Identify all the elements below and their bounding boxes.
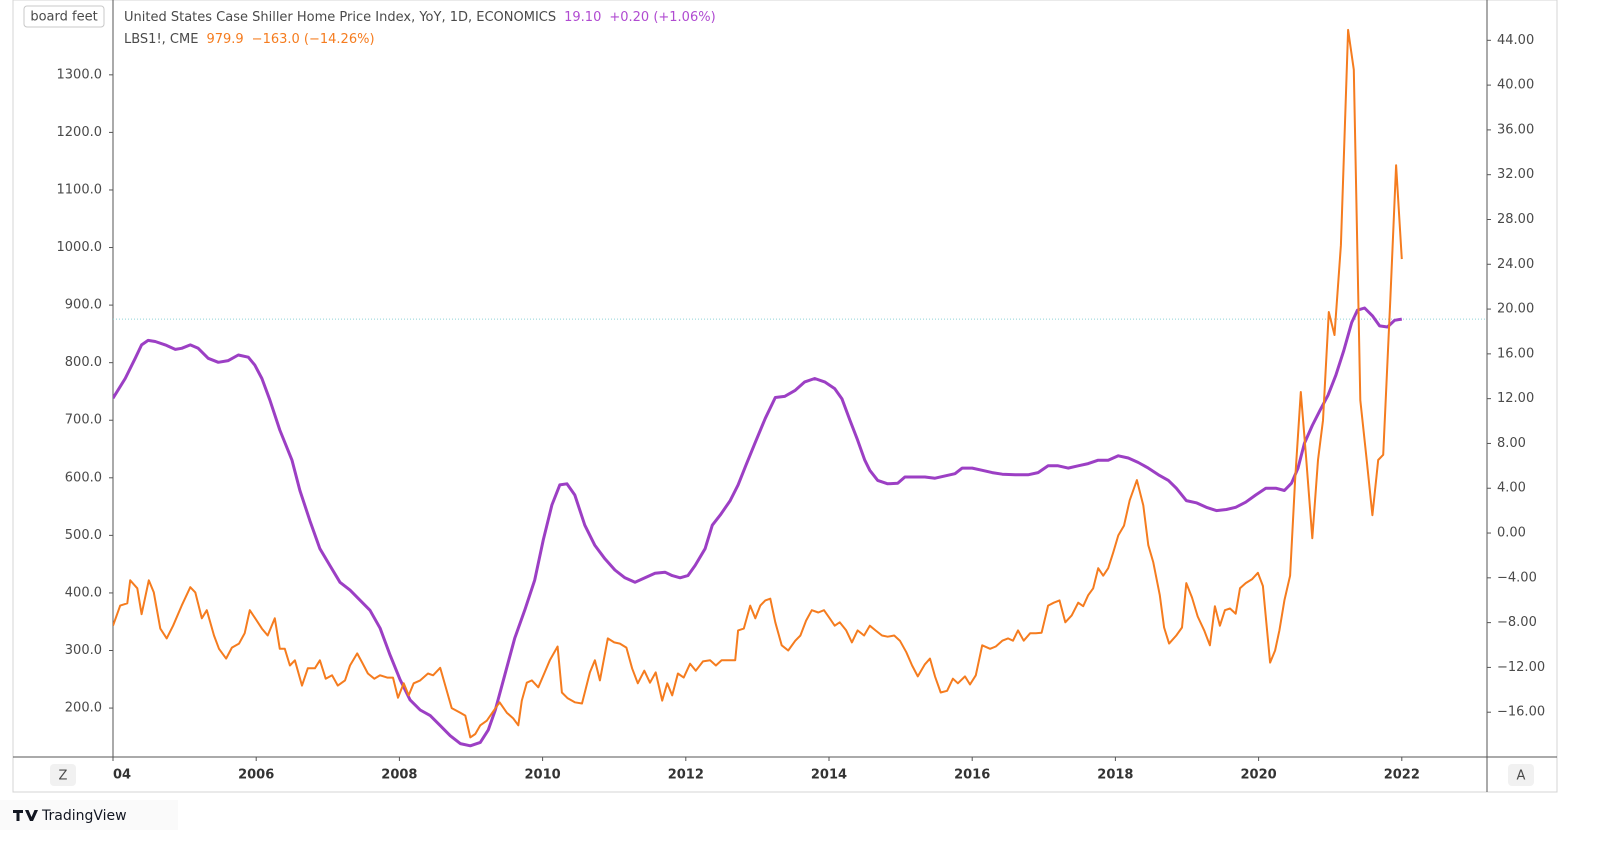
y-tick-label: 1000.0 xyxy=(57,240,103,255)
chart-frame xyxy=(12,0,1558,793)
x-tick-label: 2006 xyxy=(238,768,274,783)
y-tick-label: 1100.0 xyxy=(57,182,103,197)
series-line xyxy=(113,306,1403,748)
y-axis-label: board feet xyxy=(30,10,97,25)
brand-logo xyxy=(13,810,38,821)
x-tick-label: 2018 xyxy=(1097,768,1133,783)
y2-tick-label: 20.00 xyxy=(1497,302,1534,317)
brand-name: TradingView xyxy=(41,808,127,824)
x-tick-label: 2022 xyxy=(1384,768,1420,783)
y2-tick-label: 40.00 xyxy=(1497,78,1534,93)
legend-entry: United States Case Shiller Home Price In… xyxy=(124,10,716,25)
legend-last: 979.9 xyxy=(206,32,243,47)
legend-name: United States Case Shiller Home Price In… xyxy=(124,10,556,25)
y2-tick-label: −4.00 xyxy=(1497,570,1537,585)
y-tick-label: 300.0 xyxy=(65,643,102,658)
y2-tick-label: 24.00 xyxy=(1497,257,1534,272)
x-tick-label: 2010 xyxy=(525,768,561,783)
series-line xyxy=(113,28,1403,739)
zoom-button[interactable]: Z xyxy=(59,769,68,784)
y2-tick-label: 12.00 xyxy=(1497,391,1534,406)
y-tick-label: 800.0 xyxy=(65,355,102,370)
legend-last: 19.10 xyxy=(564,10,601,25)
y2-tick-label: 44.00 xyxy=(1497,33,1534,48)
unit-box xyxy=(23,5,105,28)
x-tick-label: 2014 xyxy=(811,768,847,783)
y2-tick-label: 8.00 xyxy=(1497,436,1526,451)
x-tick-label: 2008 xyxy=(381,768,417,783)
y2-tick-label: 16.00 xyxy=(1497,346,1534,361)
y-tick-label: 900.0 xyxy=(65,298,102,313)
x-tick-label: 2020 xyxy=(1241,768,1277,783)
y-tick-label: 400.0 xyxy=(65,585,102,600)
button-bg[interactable] xyxy=(1508,764,1534,786)
x-tick-label: 2016 xyxy=(954,768,990,783)
y2-tick-label: 32.00 xyxy=(1497,167,1534,182)
y2-tick-label: 28.00 xyxy=(1497,212,1534,227)
plot-area xyxy=(113,28,1487,748)
y-tick-label: 1300.0 xyxy=(57,67,103,82)
x-tick-label: 2012 xyxy=(668,768,704,783)
y-tick-label: 500.0 xyxy=(65,528,102,543)
legend-name: LBS1!, CME xyxy=(124,32,198,47)
y2-tick-label: 0.00 xyxy=(1497,526,1526,541)
y-tick-label: 200.0 xyxy=(65,701,102,716)
y2-tick-label: 4.00 xyxy=(1497,481,1526,496)
y2-tick-label: 36.00 xyxy=(1497,122,1534,137)
y2-tick-label: −8.00 xyxy=(1497,615,1537,630)
legend-entry: LBS1!, CME 979.9 −163.0 (−14.26%) xyxy=(124,32,375,47)
y-tick-label: 600.0 xyxy=(65,470,102,485)
y2-tick-label: −12.00 xyxy=(1497,660,1545,675)
legend-change: +0.20 (+1.06%) xyxy=(609,10,715,25)
auto-button[interactable]: A xyxy=(1517,769,1526,784)
y2-tick-label: −16.00 xyxy=(1497,705,1545,720)
legend-change: −163.0 (−14.26%) xyxy=(252,32,375,47)
y-tick-label: 700.0 xyxy=(65,413,102,428)
button-bg[interactable] xyxy=(50,764,76,786)
x-tick-label: 04 xyxy=(113,768,131,783)
y-tick-label: 1200.0 xyxy=(57,125,103,140)
